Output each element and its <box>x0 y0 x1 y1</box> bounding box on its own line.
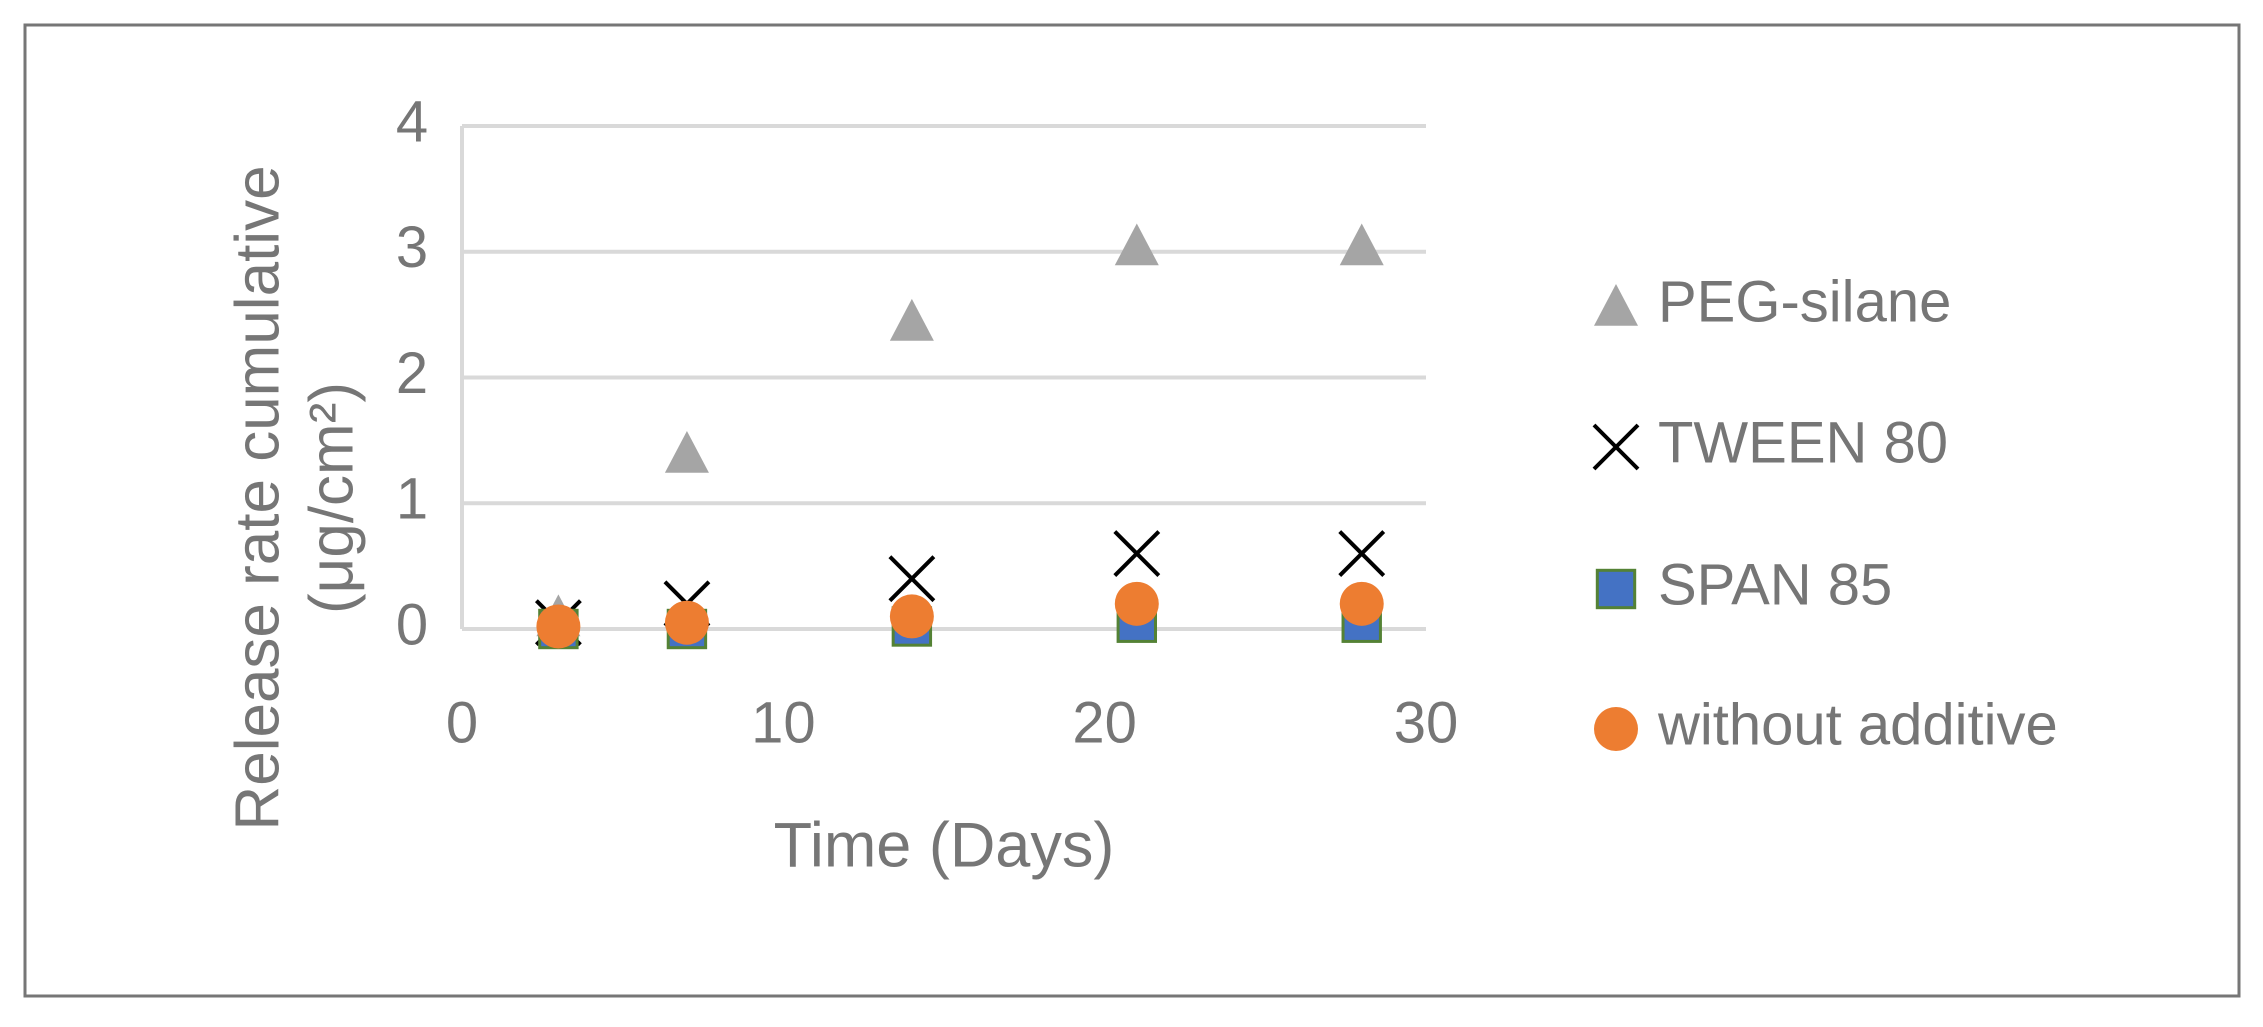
legend-label: without additive <box>1657 692 2058 757</box>
marker-circle <box>536 604 581 649</box>
x-tick-label: 0 <box>446 690 478 755</box>
y-tick-label: 3 <box>396 215 428 280</box>
marker-circle <box>664 600 709 645</box>
legend-marker <box>1594 707 1638 751</box>
y-tick-label: 4 <box>396 89 428 154</box>
marker-triangle <box>1114 223 1159 266</box>
chart-border <box>23 23 2241 998</box>
legend-marker <box>1594 284 1638 326</box>
x-tick-label: 30 <box>1394 690 1459 755</box>
marker-circle <box>1339 581 1384 626</box>
y-axis-title: Release rate cumulative (μg/cm²) <box>223 165 367 831</box>
marker-x <box>888 555 936 603</box>
marker-triangle <box>889 298 934 341</box>
legend-label: TWEEN 80 <box>1658 410 1948 475</box>
legend-marker <box>1595 568 1637 610</box>
marker-x <box>1338 530 1386 577</box>
y-tick-label: 2 <box>396 341 428 406</box>
legend-marker <box>1592 423 1640 471</box>
x-axis-title: Time (Days) <box>774 811 1115 881</box>
y-tick-label: 1 <box>396 467 428 532</box>
y-tick-label: 0 <box>396 592 428 657</box>
marker-circle <box>889 594 934 639</box>
legend-label: SPAN 85 <box>1658 552 1892 617</box>
marker-circle <box>1114 581 1159 626</box>
legend-label: PEG-silane <box>1658 269 1951 334</box>
x-tick-label: 20 <box>1072 690 1137 755</box>
marker-x <box>1113 530 1161 577</box>
x-tick-label: 10 <box>751 690 816 755</box>
marker-triangle <box>1339 223 1384 266</box>
marker-triangle <box>664 430 709 473</box>
